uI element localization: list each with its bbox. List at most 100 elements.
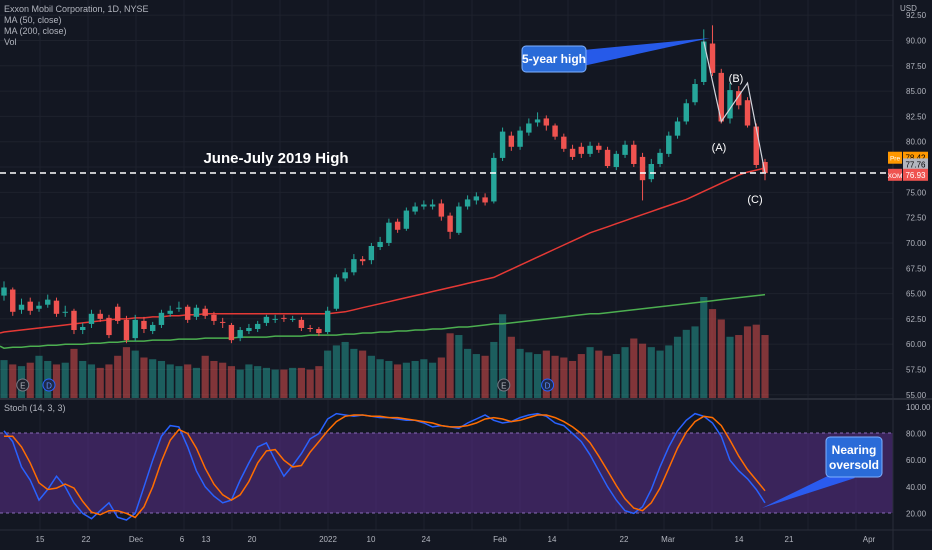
candle-body [648, 163, 654, 180]
candle-body [53, 300, 60, 314]
time-tick-label: Dec [129, 535, 143, 544]
dividend-marker[interactable] [541, 378, 555, 392]
price-tick-label: 82.50 [906, 112, 927, 121]
volume-bar [271, 369, 279, 399]
ma200-line [0, 293, 766, 349]
candle-body [272, 318, 278, 320]
volume-bar [262, 367, 271, 399]
candle-body [359, 259, 366, 262]
volume-bar [350, 348, 358, 399]
volume-bar [551, 355, 559, 399]
pre-market-badge-value: 78.42 [905, 154, 926, 163]
nearing-oversold-line: Nearing [832, 443, 877, 457]
candle-body [534, 119, 541, 123]
axis-labels[interactable]: 92.5090.0087.5085.0082.5080.0077.5075.00… [36, 11, 931, 544]
volume-bar [122, 347, 131, 399]
price-tick-label: 87.50 [906, 62, 927, 71]
price-tick-label: 67.50 [906, 264, 927, 273]
symbol-price-badge-value: 76.93 [905, 171, 926, 180]
dividend-marker-label: D [46, 382, 52, 391]
candle-body [88, 313, 95, 324]
candle-body [211, 314, 217, 321]
volume-bar [96, 367, 104, 399]
candle-body [10, 289, 16, 312]
volume-bar [743, 326, 752, 399]
volume-bar [708, 309, 717, 399]
stoch-band [0, 433, 893, 513]
candle-body [604, 149, 611, 167]
candle-body [263, 316, 270, 323]
volume-bar [245, 364, 253, 399]
candle-body [499, 131, 506, 158]
candle-body [219, 321, 226, 323]
nearing-oversold-line: oversold [829, 458, 879, 472]
price-tick-label: 57.50 [906, 365, 927, 374]
price-tick-label: 62.50 [906, 315, 927, 324]
volume-bar [665, 345, 673, 399]
price-tick-label: 92.50 [906, 11, 927, 20]
volume-bar [726, 336, 734, 399]
volume-bar [472, 354, 480, 399]
volume-bar [61, 362, 69, 399]
time-tick-label: Feb [493, 535, 507, 544]
earnings-marker[interactable] [497, 378, 511, 392]
chart-legend[interactable]: Exxon Mobil Corporation, 1D, NYSE MA (50… [4, 4, 149, 48]
candle-body [508, 135, 515, 147]
earnings-marker[interactable] [16, 378, 30, 392]
volume-bar [359, 350, 367, 399]
volume-bar [595, 350, 603, 399]
symbol-line[interactable]: Exxon Mobil Corporation, 1D, NYSE [4, 4, 149, 14]
volume-bar [35, 355, 43, 399]
price-tick-label: 55.00 [906, 391, 927, 400]
volume-bar [70, 348, 78, 399]
indicator-ma50[interactable]: MA (50, close) [4, 15, 62, 25]
price-tick-label: 65.00 [906, 290, 927, 299]
volume-bar [735, 335, 743, 399]
earnings-marker-label: E [501, 382, 506, 391]
candle-body [351, 259, 357, 273]
time-tick-label: 21 [785, 535, 794, 544]
volume-bar [630, 338, 638, 399]
volume-bar [516, 348, 524, 399]
volume-bar [52, 364, 61, 399]
candle-body [80, 326, 86, 331]
volume-bar [533, 354, 542, 399]
volume-bars [0, 297, 769, 399]
candle-body [412, 206, 418, 212]
price-tick-label: 75.00 [906, 188, 927, 197]
nearing-oversold-box [825, 436, 883, 478]
candle-body [464, 199, 471, 207]
volume-bar [131, 350, 139, 399]
volume-bar [367, 355, 375, 399]
volume-bar [105, 364, 113, 399]
price-tick-label: 72.50 [906, 214, 927, 223]
moving-averages [0, 167, 766, 349]
dividend-marker[interactable] [42, 378, 56, 392]
volume-bar [691, 326, 699, 399]
candle-body [316, 329, 322, 334]
volume-bar [297, 367, 305, 399]
candle-body [683, 103, 689, 122]
candle-body [237, 330, 243, 339]
volume-bar [149, 359, 157, 399]
price-tick-label: 80.00 [906, 138, 927, 147]
volume-bar [525, 352, 533, 399]
time-tick-label: 6 [180, 535, 185, 544]
symbol-price-badge-label: XOM [888, 173, 903, 180]
last-price-badge-value: 77.76 [905, 160, 926, 169]
volume-bar [621, 347, 629, 399]
volume-bar [700, 297, 708, 399]
candle-body [736, 91, 742, 106]
candle-body [298, 319, 305, 328]
volume-bar [210, 360, 218, 399]
wave-a-label: (A) [712, 142, 727, 154]
volume-bar [254, 366, 262, 399]
time-tick-label: 13 [202, 535, 211, 544]
volume-bar [236, 369, 244, 399]
indicator-vol[interactable]: Vol [4, 37, 17, 47]
volume-bar [542, 350, 550, 399]
abc-wave [703, 41, 766, 174]
stoch-legend[interactable]: Stoch (14, 3, 3) [4, 403, 66, 413]
indicator-ma200[interactable]: MA (200, close) [4, 26, 67, 36]
